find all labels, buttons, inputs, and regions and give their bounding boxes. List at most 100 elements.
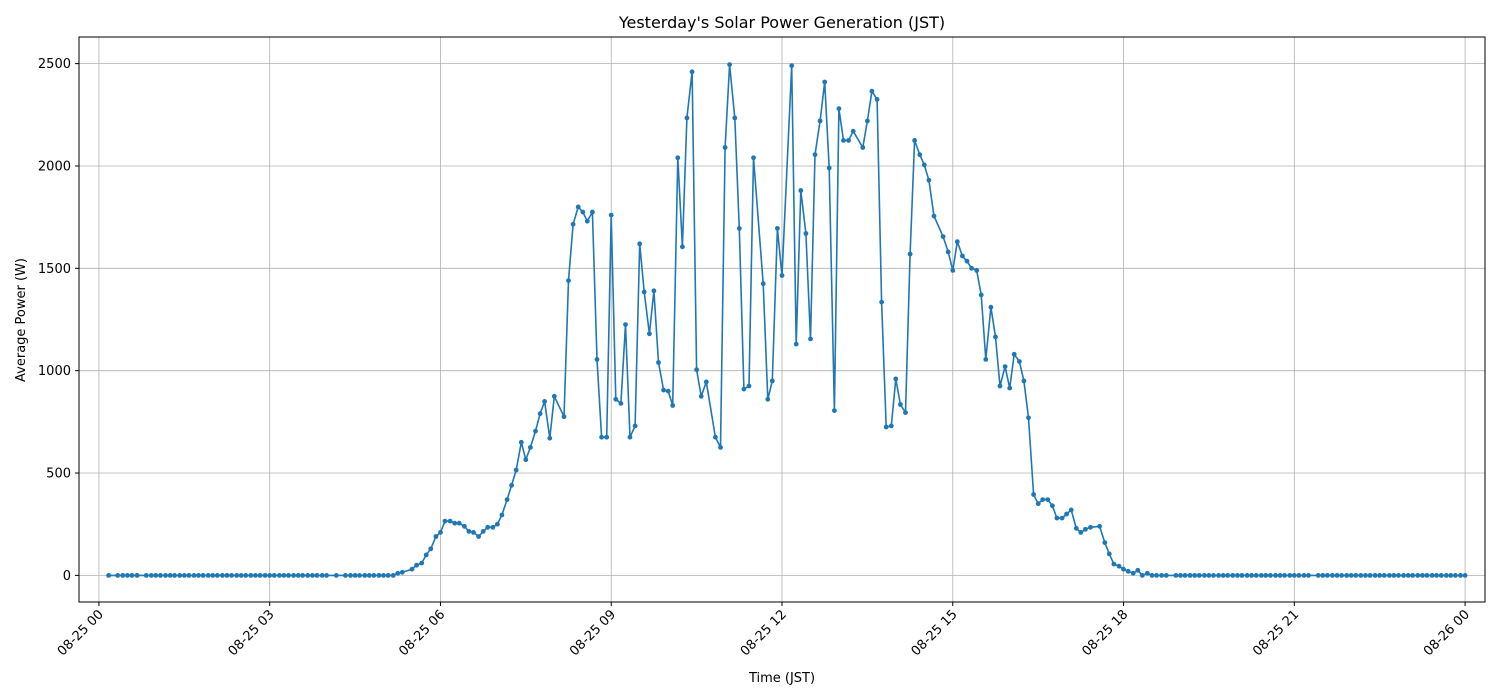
data-point [148, 573, 154, 578]
data-point [1225, 573, 1231, 578]
data-point [1196, 573, 1202, 578]
data-point [1268, 573, 1273, 578]
data-point [1050, 503, 1055, 509]
data-point [191, 573, 197, 578]
data-point [1353, 573, 1359, 578]
data-point [1035, 501, 1041, 507]
data-point [1377, 573, 1383, 578]
y-tick-label: 1500 [38, 262, 71, 277]
data-point [504, 497, 510, 502]
data-point [627, 434, 633, 440]
data-point [822, 79, 828, 85]
data-point [533, 428, 538, 434]
data-point [1282, 573, 1287, 578]
data-point [1211, 573, 1216, 578]
data-point [158, 573, 163, 578]
data-point [661, 387, 666, 393]
data-point [229, 573, 235, 578]
data-point [1277, 573, 1283, 578]
data-point [537, 411, 543, 417]
data-point [1324, 573, 1330, 578]
data-point [751, 155, 756, 161]
data-point [846, 138, 851, 143]
data-point [462, 523, 467, 529]
data-point [518, 439, 524, 445]
data-point [291, 573, 296, 578]
data-point [580, 209, 586, 215]
data-point [912, 138, 917, 143]
data-point [575, 204, 581, 210]
data-point [1443, 573, 1449, 578]
data-point [1097, 523, 1102, 529]
data-point [1011, 351, 1017, 357]
data-point [1007, 385, 1013, 391]
data-point [115, 573, 121, 578]
data-point [808, 336, 813, 342]
data-point [1206, 573, 1212, 578]
data-point [746, 383, 752, 389]
data-point [286, 573, 291, 578]
data-point [993, 334, 998, 340]
data-point [181, 573, 187, 578]
data-point [960, 253, 965, 259]
data-point [234, 573, 240, 578]
data-point [163, 573, 168, 578]
data-point [167, 573, 173, 578]
plot-frame [78, 36, 1486, 603]
data-point [433, 534, 439, 539]
data-point [177, 573, 183, 578]
data-point [186, 573, 192, 578]
data-point [1339, 573, 1344, 578]
data-point [623, 322, 628, 327]
data-point [1163, 573, 1169, 578]
data-point [362, 573, 368, 578]
data-point [1220, 573, 1226, 578]
data-point [248, 573, 254, 578]
data-point [214, 573, 220, 578]
data-point [1130, 570, 1136, 576]
axes: 0 500 1000 1500 2000 2500 08-25 00 08-25 03 08-2… [38, 57, 1473, 659]
data-point [1391, 573, 1397, 578]
data-point [1139, 573, 1145, 578]
data-point [1088, 524, 1093, 530]
data-point [419, 560, 425, 566]
data-point [803, 231, 809, 236]
data-point [1235, 573, 1240, 578]
data-point [765, 396, 771, 402]
data-point [295, 573, 301, 578]
data-point [1031, 492, 1036, 497]
x-tick-label: 08-25 09 [567, 607, 619, 659]
data-point [698, 393, 704, 399]
data-point [1083, 526, 1088, 532]
data-point [865, 118, 870, 124]
data-point [680, 244, 685, 250]
data-point [172, 573, 178, 578]
data-point [333, 573, 339, 578]
data-point [684, 115, 690, 121]
data-point [262, 573, 268, 578]
data-point [1396, 573, 1401, 578]
data-point [988, 304, 994, 310]
data-point [1438, 573, 1444, 578]
data-point [898, 402, 903, 407]
data-point [874, 97, 880, 102]
data-point [1125, 568, 1131, 574]
data-point [779, 273, 785, 278]
data-point [1363, 573, 1368, 578]
data-point [305, 573, 311, 578]
data-point [1387, 573, 1392, 578]
data-point [1405, 573, 1411, 578]
data-point [220, 573, 225, 578]
data-point [324, 573, 329, 578]
data-point [651, 288, 657, 294]
data-point [452, 520, 458, 526]
data-point [1106, 551, 1112, 557]
data-point [689, 69, 695, 75]
data-point [447, 518, 453, 524]
data-point [954, 239, 960, 245]
data-point [718, 445, 723, 450]
data-point [917, 152, 923, 158]
data-point [319, 573, 325, 578]
data-point [106, 573, 111, 578]
data-point [736, 226, 742, 231]
